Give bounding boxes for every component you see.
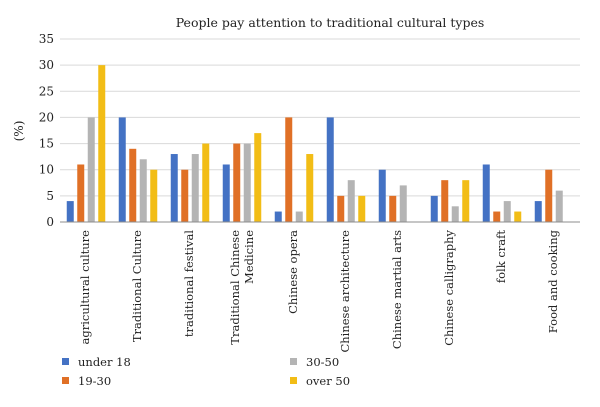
legend-swatch <box>62 358 69 365</box>
x-tick-label: folk craft <box>494 230 508 284</box>
bar <box>399 185 407 222</box>
legend-label: under 18 <box>78 355 131 369</box>
y-tick-label: 5 <box>46 189 54 203</box>
gridlines <box>60 38 580 197</box>
bar <box>389 195 397 222</box>
bar <box>482 164 490 222</box>
bar <box>462 180 470 222</box>
bar <box>451 206 459 222</box>
y-tick-label: 15 <box>39 137 54 151</box>
bar <box>243 143 251 222</box>
bar <box>430 195 438 222</box>
legend-swatch <box>62 377 69 384</box>
bar <box>545 169 553 222</box>
legend-label: 30-50 <box>306 355 339 369</box>
bars <box>66 65 563 222</box>
bar <box>170 154 178 222</box>
x-tick-label: Chinese opera <box>286 230 300 314</box>
bar <box>503 201 511 222</box>
y-tick-label: 25 <box>39 84 54 98</box>
x-tick-label: traditional festival <box>182 230 196 337</box>
bar <box>337 195 345 222</box>
bar <box>139 159 147 222</box>
bar <box>378 169 386 222</box>
y-tick-label: 30 <box>39 58 54 72</box>
legend-swatch <box>290 377 297 384</box>
x-tick-label: Chinese martial arts <box>390 230 404 349</box>
bar <box>222 164 230 222</box>
bar <box>274 211 282 222</box>
bar <box>87 117 95 222</box>
x-tick-label: Chinese calligraphy <box>442 230 456 346</box>
bar <box>181 169 189 222</box>
bar <box>285 117 293 222</box>
y-axis-label: (%) <box>12 121 26 142</box>
chart-title: People pay attention to traditional cult… <box>176 15 485 30</box>
bar <box>233 143 241 222</box>
bar <box>326 117 334 222</box>
x-tick-label: Traditional Culture <box>130 230 144 342</box>
x-tick-label: Chinese architecture <box>338 230 352 353</box>
y-axis-ticks: 0 5 10 15 20 25 30 35 <box>39 32 54 229</box>
x-tick-label: Traditional ChineseMedicine <box>228 230 256 345</box>
bar <box>347 180 355 222</box>
y-tick-label: 35 <box>39 32 54 46</box>
legend: under 18 19-30 30-50 over 50 <box>62 355 350 388</box>
x-tick-label: agricultural culture <box>78 230 92 345</box>
x-axis-ticks: agricultural culture Traditional Culture t… <box>78 229 560 352</box>
bar <box>254 133 262 222</box>
bar <box>129 148 137 222</box>
bar <box>118 117 126 222</box>
bar <box>555 190 563 222</box>
bar <box>534 201 542 222</box>
bar <box>441 180 449 222</box>
x-tick-label: Food and cooking <box>546 229 560 333</box>
legend-swatch <box>290 358 297 365</box>
bar <box>77 164 85 222</box>
y-tick-label: 10 <box>39 163 54 177</box>
bar <box>191 154 199 222</box>
bar <box>202 143 210 222</box>
bar <box>295 211 303 222</box>
bar <box>493 211 501 222</box>
y-tick-label: 0 <box>46 215 54 229</box>
bar <box>306 154 314 222</box>
bar <box>514 211 522 222</box>
legend-label: 19-30 <box>78 374 111 388</box>
bar <box>98 65 106 222</box>
bar <box>358 195 366 222</box>
y-tick-label: 20 <box>39 110 54 124</box>
bar <box>150 169 158 222</box>
bar <box>66 201 74 222</box>
legend-label: over 50 <box>306 374 350 388</box>
